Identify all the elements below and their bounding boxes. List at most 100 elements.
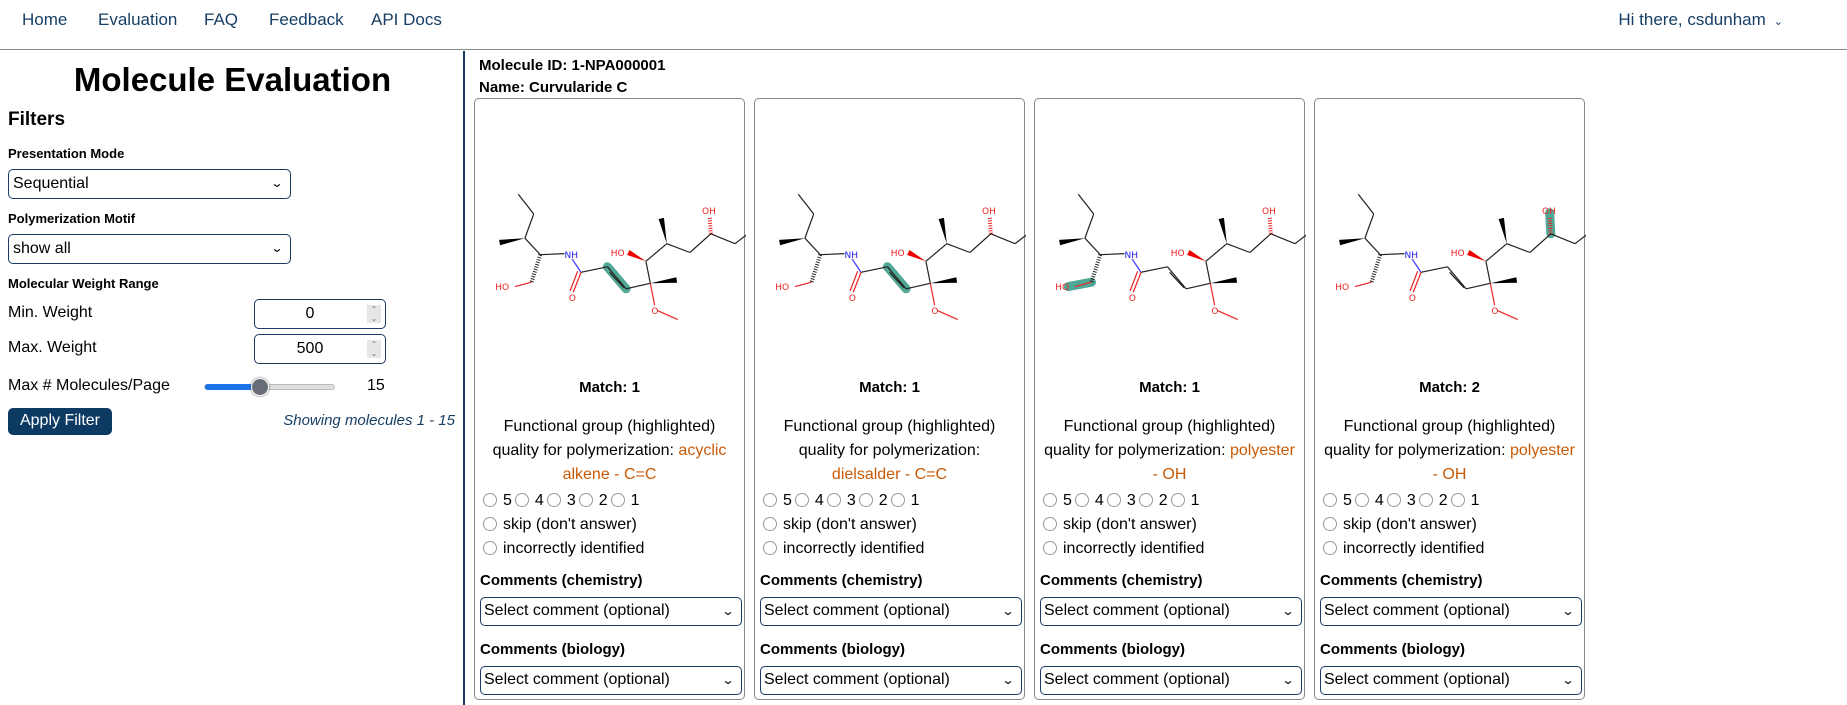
rating-option[interactable]: 1 <box>1450 492 1480 509</box>
radio-button[interactable] <box>1170 493 1185 507</box>
radio-button[interactable] <box>578 493 593 507</box>
radio-button[interactable] <box>794 493 809 507</box>
radio-button[interactable] <box>763 517 777 531</box>
rating-option[interactable]: 2 <box>858 492 888 509</box>
rating-option[interactable]: 5 <box>763 492 792 509</box>
radio-button[interactable] <box>826 493 841 507</box>
radio-button[interactable] <box>1106 493 1121 507</box>
radio-button[interactable] <box>1138 493 1153 507</box>
rating-option[interactable]: 3 <box>1106 492 1136 509</box>
rating-option[interactable]: 2 <box>578 492 608 509</box>
svg-text:O: O <box>849 294 856 304</box>
rating-option[interactable]: 1 <box>610 492 640 509</box>
biology-comment-select[interactable]: Select comment (optional) ⌄ <box>1320 666 1582 695</box>
rating-option[interactable]: 2 <box>1418 492 1448 509</box>
filter-sidebar: Molecule Evaluation Filters Presentation… <box>0 51 465 705</box>
chemistry-comment-select[interactable]: Select comment (optional) ⌄ <box>1320 597 1582 626</box>
radio-button[interactable] <box>1450 493 1465 507</box>
nav-api-docs[interactable]: API Docs <box>371 10 442 29</box>
functional-group-text: Functional group (highlighted) quality f… <box>763 415 1016 487</box>
rating-option[interactable]: 4 <box>1074 492 1104 509</box>
user-greeting: Hi there, csdunham <box>1618 10 1766 29</box>
svg-text:O: O <box>1491 307 1498 317</box>
radio-button[interactable] <box>1323 541 1337 555</box>
functional-group-prompt: Functional group (highlighted) quality f… <box>492 418 716 459</box>
radio-button[interactable] <box>763 493 777 507</box>
chemistry-comment-select[interactable]: Select comment (optional) ⌄ <box>760 597 1022 626</box>
rating-label: 2 <box>598 492 608 509</box>
biology-comment-select[interactable]: Select comment (optional) ⌄ <box>760 666 1022 695</box>
radio-button[interactable] <box>483 493 497 507</box>
molecule-name: Name: Curvularide C <box>479 79 628 96</box>
rating-option[interactable]: 3 <box>826 492 856 509</box>
rating-option[interactable]: 4 <box>1354 492 1384 509</box>
radio-button[interactable] <box>1418 493 1433 507</box>
incorrect-option[interactable]: incorrectly identified <box>763 537 924 561</box>
min-weight-input[interactable]: 0 ⌃ ⌄ <box>254 299 386 329</box>
radio-button[interactable] <box>1354 493 1369 507</box>
radio-button[interactable] <box>483 517 497 531</box>
chemistry-comment-select[interactable]: Select comment (optional) ⌄ <box>480 597 742 626</box>
spinner-icon[interactable]: ⌃ ⌄ <box>367 340 381 358</box>
rating-label: 5 <box>1063 492 1072 509</box>
rating-option[interactable]: 4 <box>794 492 824 509</box>
radio-button[interactable] <box>546 493 561 507</box>
user-menu[interactable]: Hi there, csdunham ⌄ <box>1618 10 1783 30</box>
nav-feedback[interactable]: Feedback <box>269 10 344 29</box>
rating-option[interactable]: 1 <box>1170 492 1200 509</box>
chevron-down-icon: ⌄ <box>270 176 284 190</box>
match-number: Match: 1 <box>579 379 640 396</box>
skip-option[interactable]: skip (don't answer) <box>1043 513 1204 537</box>
spinner-icon[interactable]: ⌃ ⌄ <box>367 305 381 323</box>
motif-select[interactable]: show all ⌄ <box>8 234 291 264</box>
molecule-structure: NH HO O O HO OH <box>495 193 746 321</box>
rating-option[interactable]: 4 <box>514 492 544 509</box>
biology-comment-select[interactable]: Select comment (optional) ⌄ <box>480 666 742 695</box>
rating-option[interactable]: 3 <box>1386 492 1416 509</box>
molecule-id: Molecule ID: 1-NPA000001 <box>479 57 666 74</box>
radio-button[interactable] <box>858 493 873 507</box>
radio-button[interactable] <box>1043 493 1057 507</box>
incorrect-option[interactable]: incorrectly identified <box>483 537 644 561</box>
rating-option[interactable]: 5 <box>483 492 512 509</box>
incorrect-option[interactable]: incorrectly identified <box>1043 537 1204 561</box>
biology-comments-label: Comments (biology) <box>1040 641 1185 658</box>
presentation-mode-select[interactable]: Sequential ⌄ <box>8 169 291 199</box>
incorrect-option[interactable]: incorrectly identified <box>1323 537 1484 561</box>
radio-button[interactable] <box>514 493 529 507</box>
rating-option[interactable]: 1 <box>890 492 920 509</box>
incorrect-label: incorrectly identified <box>503 540 645 557</box>
chemistry-comment-select[interactable]: Select comment (optional) ⌄ <box>1040 597 1302 626</box>
skip-option[interactable]: skip (don't answer) <box>1323 513 1484 537</box>
rating-label: 1 <box>910 492 920 509</box>
radio-button[interactable] <box>1323 493 1337 507</box>
nav-home[interactable]: Home <box>22 10 68 29</box>
skip-option[interactable]: skip (don't answer) <box>483 513 644 537</box>
radio-button[interactable] <box>483 541 497 555</box>
chevron-down-icon: ⌄ <box>1773 16 1783 28</box>
rating-option[interactable]: 2 <box>1138 492 1168 509</box>
rating-label: 3 <box>846 492 856 509</box>
per-page-slider[interactable] <box>204 378 335 396</box>
radio-button[interactable] <box>1043 541 1057 555</box>
slider-thumb[interactable] <box>251 378 270 396</box>
apply-filter-button[interactable]: Apply Filter <box>8 408 112 435</box>
rating-option[interactable]: 5 <box>1043 492 1072 509</box>
radio-button[interactable] <box>1323 517 1337 531</box>
biology-comments-label: Comments (biology) <box>1320 641 1465 658</box>
radio-button[interactable] <box>1386 493 1401 507</box>
radio-button[interactable] <box>1074 493 1089 507</box>
radio-button[interactable] <box>1043 517 1057 531</box>
select-placeholder: Select comment (optional) <box>1324 671 1510 688</box>
radio-button[interactable] <box>763 541 777 555</box>
nav-faq[interactable]: FAQ <box>204 10 239 29</box>
radio-button[interactable] <box>610 493 625 507</box>
skip-option[interactable]: skip (don't answer) <box>763 513 924 537</box>
radio-button[interactable] <box>890 493 905 507</box>
svg-text:HO: HO <box>1055 283 1069 293</box>
max-weight-input[interactable]: 500 ⌃ ⌄ <box>254 334 386 364</box>
nav-evaluation[interactable]: Evaluation <box>98 10 178 29</box>
biology-comment-select[interactable]: Select comment (optional) ⌄ <box>1040 666 1302 695</box>
rating-option[interactable]: 5 <box>1323 492 1352 509</box>
rating-option[interactable]: 3 <box>546 492 576 509</box>
